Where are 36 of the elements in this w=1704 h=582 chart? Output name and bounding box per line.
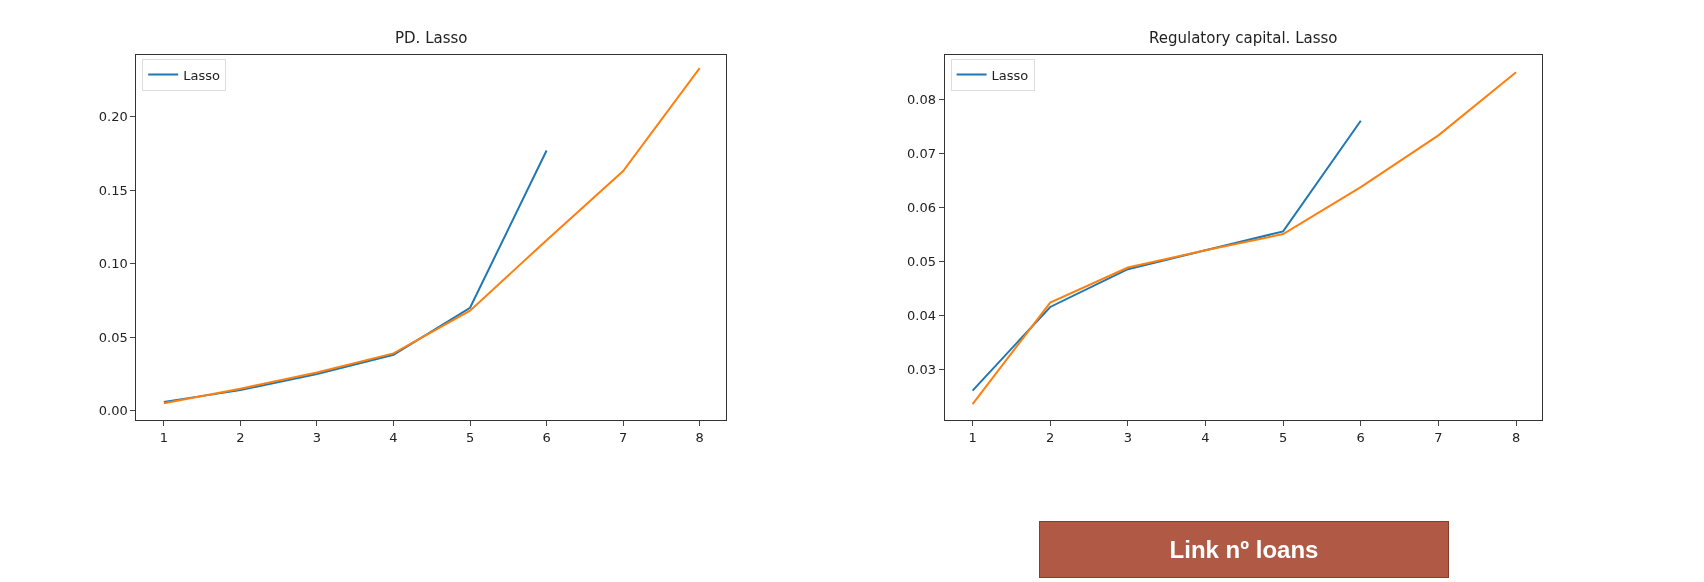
- x-tick-label: 5: [465, 429, 475, 445]
- line-series: [971, 71, 1518, 406]
- x-tick-label: 6: [1356, 429, 1365, 445]
- y-tick-label: 0.20: [98, 109, 128, 125]
- y-tick-label: 0.05: [98, 329, 128, 345]
- x-tick-label: 8: [695, 429, 704, 445]
- y-tick-label: 0.03: [907, 361, 937, 377]
- x-tick-label: 2: [1046, 429, 1055, 445]
- y-tick-label: 0.08: [907, 91, 937, 107]
- y-tick-label: 0.07: [907, 145, 937, 161]
- x-tick-label: 1: [159, 429, 168, 445]
- x-tick-label: 2: [236, 429, 245, 445]
- x-tick-label: 6: [542, 429, 551, 445]
- y-tick-label: 0.06: [907, 199, 937, 215]
- line-series: [971, 119, 1362, 392]
- y-tick-label: 0.10: [98, 256, 128, 272]
- chart-title: Regulatory capital. Lasso: [1149, 29, 1338, 47]
- x-tick-label: 1: [968, 429, 977, 445]
- x-tick-label: 5: [1278, 429, 1288, 445]
- line-series: [162, 67, 701, 405]
- y-tick-label: 0.15: [98, 182, 128, 198]
- y-tick-label: 0.05: [907, 253, 937, 269]
- x-tick-label: 4: [389, 429, 398, 445]
- x-tick-label: 7: [618, 429, 628, 445]
- y-tick-label: 0.00: [98, 403, 128, 419]
- text: Link nº loans: [1169, 536, 1319, 563]
- x-tick-label: 3: [312, 429, 322, 445]
- y-tick-label: 0.04: [907, 307, 937, 323]
- line-series: [162, 149, 548, 403]
- x-tick-label: 7: [1434, 429, 1443, 445]
- legend-label: Lasso: [991, 67, 1029, 83]
- x-tick-label: 4: [1201, 429, 1210, 445]
- legend-label: Lasso: [183, 67, 220, 83]
- chart-title: PD. Lasso: [395, 29, 468, 47]
- x-tick-label: 3: [1123, 429, 1132, 445]
- x-tick-label: 8: [1511, 429, 1521, 445]
